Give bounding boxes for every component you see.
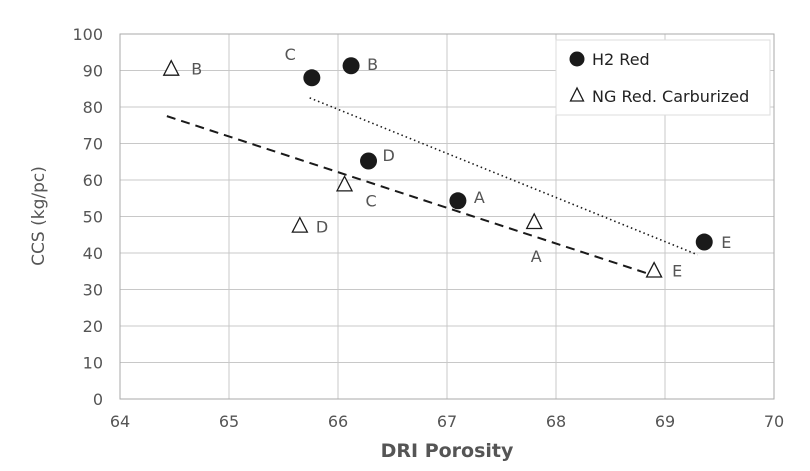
x-tick-label: 68 (546, 412, 566, 431)
legend-h2-label: H2 Red (592, 50, 650, 69)
x-tick-label: 64 (110, 412, 130, 431)
h2-red-point-c (303, 69, 321, 87)
y-axis-ticks: 0 10 20 30 40 50 60 70 80 90 100 (72, 25, 103, 409)
ng-red-point-c (335, 174, 354, 192)
ng-red-trendline (166, 115, 653, 276)
y-tick-label: 0 (93, 390, 103, 409)
y-axis-title: CCS (kg/pc) (29, 166, 49, 266)
legend-ng-label: NG Red. Carburized (592, 87, 749, 106)
ng-red-point-label-d: D (316, 218, 328, 237)
h2-red-point-label-d: D (383, 146, 395, 165)
x-axis-title: DRI Porosity (381, 440, 514, 462)
x-tick-label: 69 (655, 412, 675, 431)
x-axis-ticks: 64 65 66 67 68 69 70 (110, 412, 784, 431)
y-tick-label: 90 (83, 62, 103, 81)
h2-red-point-label-e: E (721, 233, 731, 252)
legend-box (555, 39, 771, 116)
y-tick-label: 80 (83, 98, 103, 117)
data-points: C B D A E B D C A E (162, 45, 731, 281)
ng-red-point-b (162, 59, 180, 76)
h2-red-point-a (449, 192, 467, 210)
legend: H2 Red NG Red. Carburized (555, 39, 771, 116)
x-tick-label: 67 (437, 412, 457, 431)
h2-red-point-label-c: C (285, 45, 296, 64)
h2-red-trendline (309, 97, 698, 256)
x-tick-label: 65 (219, 412, 239, 431)
plot-area-border (119, 33, 775, 400)
x-tick-label: 70 (764, 412, 784, 431)
ng-red-point-label-b: B (191, 60, 202, 79)
ng-red-point-d (291, 216, 309, 233)
h2-red-point-b (342, 57, 360, 75)
y-tick-label: 60 (83, 171, 103, 190)
h2-red-point-label-a: A (474, 188, 485, 207)
ng-red-point-e (645, 261, 663, 278)
legend-h2-marker (569, 51, 585, 67)
y-tick-label: 40 (83, 244, 103, 263)
y-tick-label: 30 (83, 281, 103, 300)
y-tick-label: 20 (83, 317, 103, 336)
y-tick-label: 70 (83, 135, 103, 154)
trendlines (166, 97, 698, 276)
legend-ng-marker (569, 86, 585, 102)
ng-red-point-label-a: A (531, 247, 542, 266)
h2-red-point-d (360, 152, 378, 170)
y-tick-label: 50 (83, 208, 103, 227)
ng-red-point-label-c: C (366, 191, 377, 210)
h2-red-point-e (695, 233, 713, 251)
x-tick-label: 66 (328, 412, 348, 431)
h2-red-point-label-b: B (367, 55, 378, 74)
y-tick-label: 10 (83, 354, 103, 373)
ng-red-point-a (525, 212, 543, 230)
ng-red-point-label-e: E (672, 262, 682, 281)
y-tick-label: 100 (72, 25, 103, 44)
